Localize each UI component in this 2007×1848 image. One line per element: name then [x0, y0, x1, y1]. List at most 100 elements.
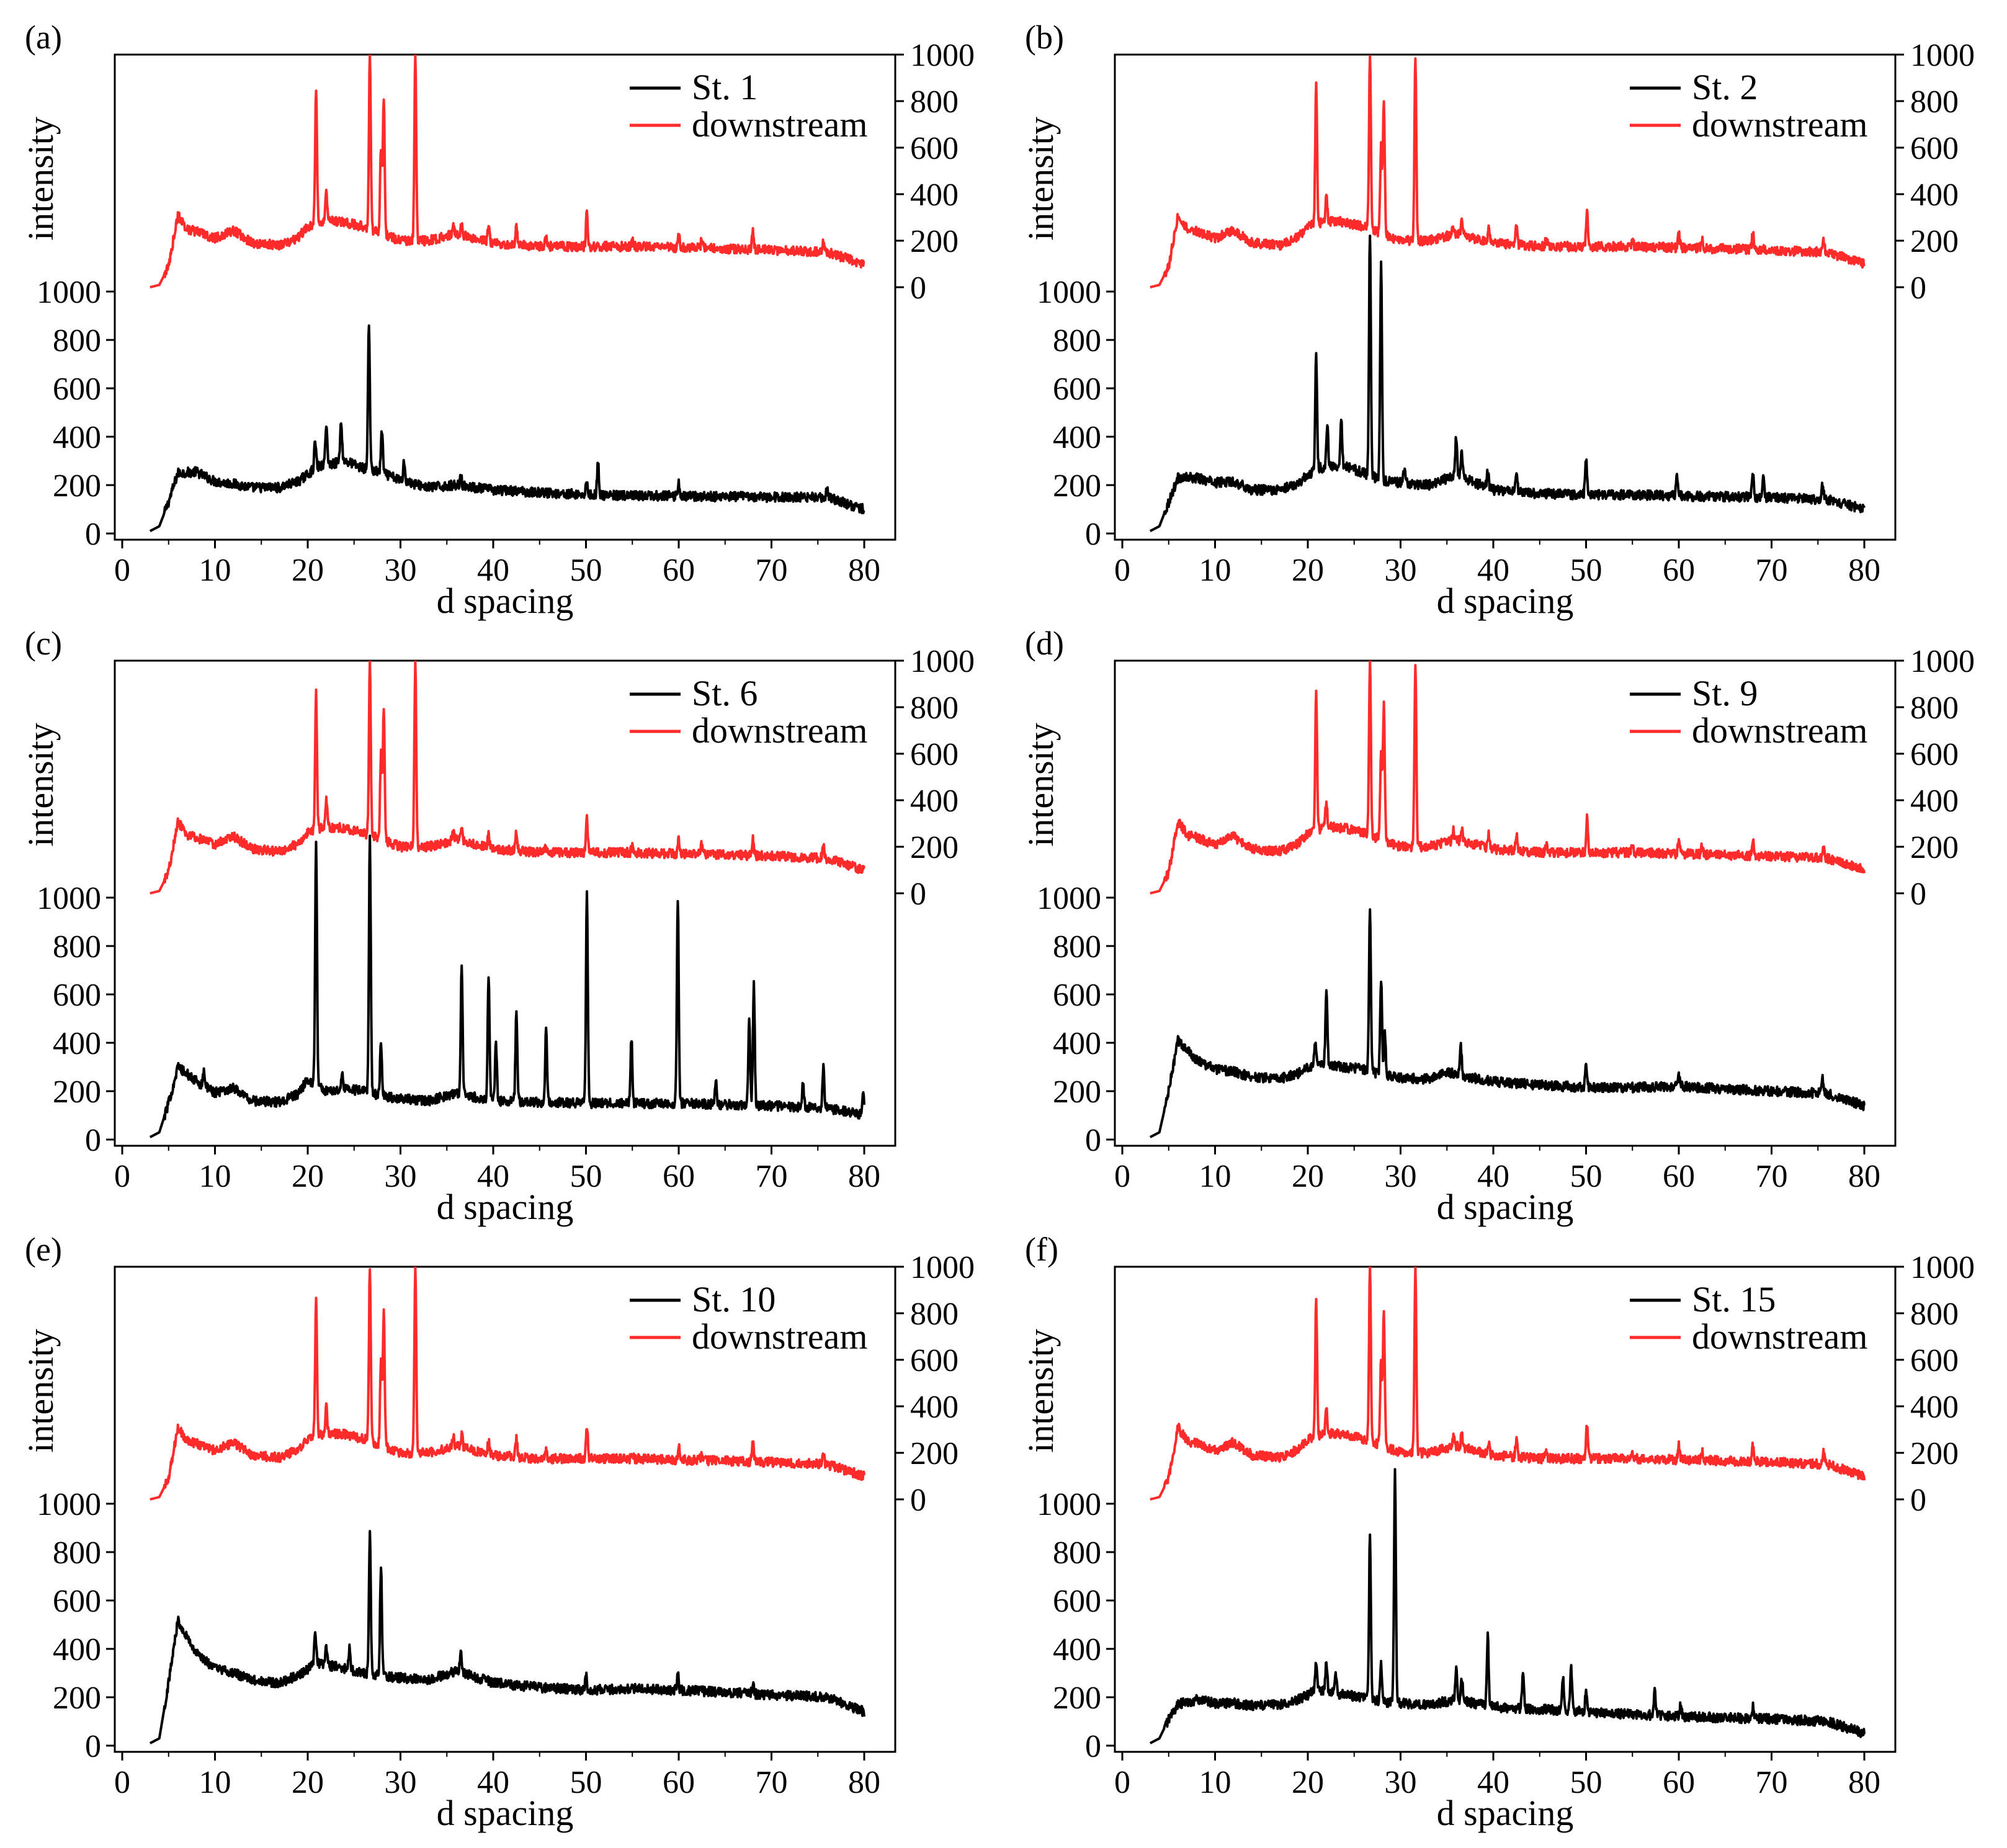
legend-label-downstream: downstream [1692, 1316, 1868, 1357]
panel-label: (f) [1025, 1231, 1058, 1268]
panel-c: (c) 0 10 20 30 40 50 60 70 80 d spacing 0 200 400 600 8… [20, 625, 975, 1227]
series-line-sample [1149, 908, 1866, 1138]
left-tick-label: 800 [1053, 323, 1101, 359]
x-axis-label: d spacing [437, 1187, 574, 1227]
plot-frame [1114, 1265, 1897, 1753]
left-tick-label: 800 [53, 323, 101, 359]
x-tick-label: 40 [477, 553, 509, 588]
x-tick-label: 0 [114, 553, 130, 588]
left-tick-label: 600 [1053, 1584, 1101, 1619]
left-tick-label: 800 [53, 1535, 101, 1571]
right-tick-label: 0 [910, 877, 926, 912]
left-tick-label: 0 [1085, 1729, 1101, 1764]
panel-e: (e) 0 10 20 30 40 50 60 70 80 d spacing 0 200 400 600 8… [20, 1231, 975, 1833]
x-tick-label: 40 [477, 1159, 509, 1194]
left-tick-label: 800 [1053, 1535, 1101, 1571]
right-tick-label: 800 [1910, 84, 1959, 120]
x-tick-label: 30 [1385, 553, 1417, 588]
x-tick-label: 80 [1848, 1765, 1880, 1800]
x-tick-label: 50 [1570, 1159, 1602, 1194]
x-tick-label: 0 [114, 1765, 130, 1800]
left-tick-label: 1000 [37, 881, 101, 916]
right-tick-label: 800 [1910, 690, 1959, 726]
left-tick-label: 400 [53, 1632, 101, 1667]
left-tick-label: 600 [1053, 978, 1101, 1013]
right-tick-label: 0 [910, 1483, 926, 1518]
left-tick-label: 1000 [1037, 1487, 1101, 1522]
series-line-downstream [149, 55, 865, 288]
x-axis-label: d spacing [1437, 1187, 1574, 1227]
panel-label: (a) [25, 19, 62, 56]
legend-label-sample: St. 9 [1692, 673, 1758, 713]
x-tick-label: 70 [756, 1159, 788, 1194]
legend-label-sample: St. 10 [692, 1279, 776, 1319]
left-tick-label: 200 [53, 1681, 101, 1716]
series-line-downstream [1149, 661, 1866, 895]
x-tick-label: 50 [570, 1765, 602, 1800]
left-tick-label: 1000 [37, 1487, 101, 1522]
panel-label: (e) [25, 1231, 62, 1268]
right-tick-label: 600 [1910, 737, 1959, 772]
y-axis-label: intensity [20, 1329, 61, 1453]
right-tick-label: 200 [1910, 830, 1959, 865]
x-tick-label: 60 [1663, 1765, 1695, 1800]
right-tick-label: 200 [1910, 1436, 1959, 1471]
x-tick-label: 30 [385, 553, 417, 588]
x-tick-label: 20 [292, 1765, 324, 1800]
x-tick-label: 20 [1292, 1765, 1324, 1800]
x-tick-label: 50 [570, 553, 602, 588]
x-tick-label: 20 [292, 1159, 324, 1194]
series-line-downstream [1149, 55, 1866, 288]
left-tick-label: 0 [85, 1729, 101, 1764]
x-tick-label: 10 [199, 1765, 231, 1800]
x-tick-label: 30 [385, 1159, 417, 1194]
x-tick-label: 20 [1292, 553, 1324, 588]
panel-f: (f) 0 10 20 30 40 50 60 70 80 d spacing 0 200 400 600 8… [1021, 1231, 1975, 1833]
y-axis-label: intensity [1021, 723, 1061, 847]
left-tick-label: 200 [1053, 1074, 1101, 1110]
left-tick-label: 200 [1053, 468, 1101, 504]
series-line-sample [149, 1530, 865, 1744]
plot-frame [1114, 53, 1897, 541]
panel-d: (d) 0 10 20 30 40 50 60 70 80 d spacing 0 200 400 600 8… [1021, 625, 1975, 1227]
right-tick-label: 0 [1910, 270, 1926, 306]
x-tick-label: 40 [1477, 553, 1509, 588]
x-tick-label: 60 [663, 1765, 695, 1800]
right-tick-label: 200 [1910, 224, 1959, 259]
right-tick-label: 1000 [910, 1250, 975, 1285]
right-tick-label: 1000 [910, 644, 975, 679]
plot-frame [114, 1265, 896, 1753]
x-axis-label: d spacing [1437, 581, 1574, 621]
right-tick-label: 1000 [1910, 1250, 1975, 1285]
plot-frame [1114, 659, 1897, 1147]
x-tick-label: 70 [1756, 553, 1788, 588]
plot-frame [114, 659, 896, 1147]
legend-label-downstream: downstream [1692, 104, 1868, 145]
left-tick-label: 600 [53, 372, 101, 407]
panel-label: (d) [1025, 625, 1064, 662]
right-tick-label: 200 [910, 830, 959, 865]
left-tick-label: 200 [53, 468, 101, 504]
x-tick-label: 60 [663, 1159, 695, 1194]
left-tick-label: 200 [53, 1074, 101, 1110]
x-tick-label: 30 [385, 1765, 417, 1800]
left-tick-label: 800 [1053, 929, 1101, 965]
left-tick-label: 800 [53, 929, 101, 965]
x-tick-label: 20 [292, 553, 324, 588]
x-tick-label: 60 [663, 553, 695, 588]
left-tick-label: 1000 [1037, 881, 1101, 916]
x-tick-label: 10 [1199, 553, 1231, 588]
left-tick-label: 600 [53, 1584, 101, 1619]
series-line-downstream [149, 1267, 865, 1501]
right-tick-label: 600 [1910, 131, 1959, 166]
x-tick-label: 60 [1663, 553, 1695, 588]
right-tick-label: 800 [910, 1297, 959, 1332]
left-tick-label: 600 [1053, 372, 1101, 407]
panel-b: (b) 0 10 20 30 40 50 60 70 80 d spacing 0 200 400 600 8… [1021, 19, 1975, 621]
x-tick-label: 50 [1570, 553, 1602, 588]
legend-label-sample: St. 15 [1692, 1279, 1776, 1319]
legend-label-downstream: downstream [1692, 710, 1868, 751]
series-line-sample [1149, 234, 1866, 532]
x-tick-label: 30 [1385, 1159, 1417, 1194]
left-tick-label: 0 [85, 517, 101, 552]
